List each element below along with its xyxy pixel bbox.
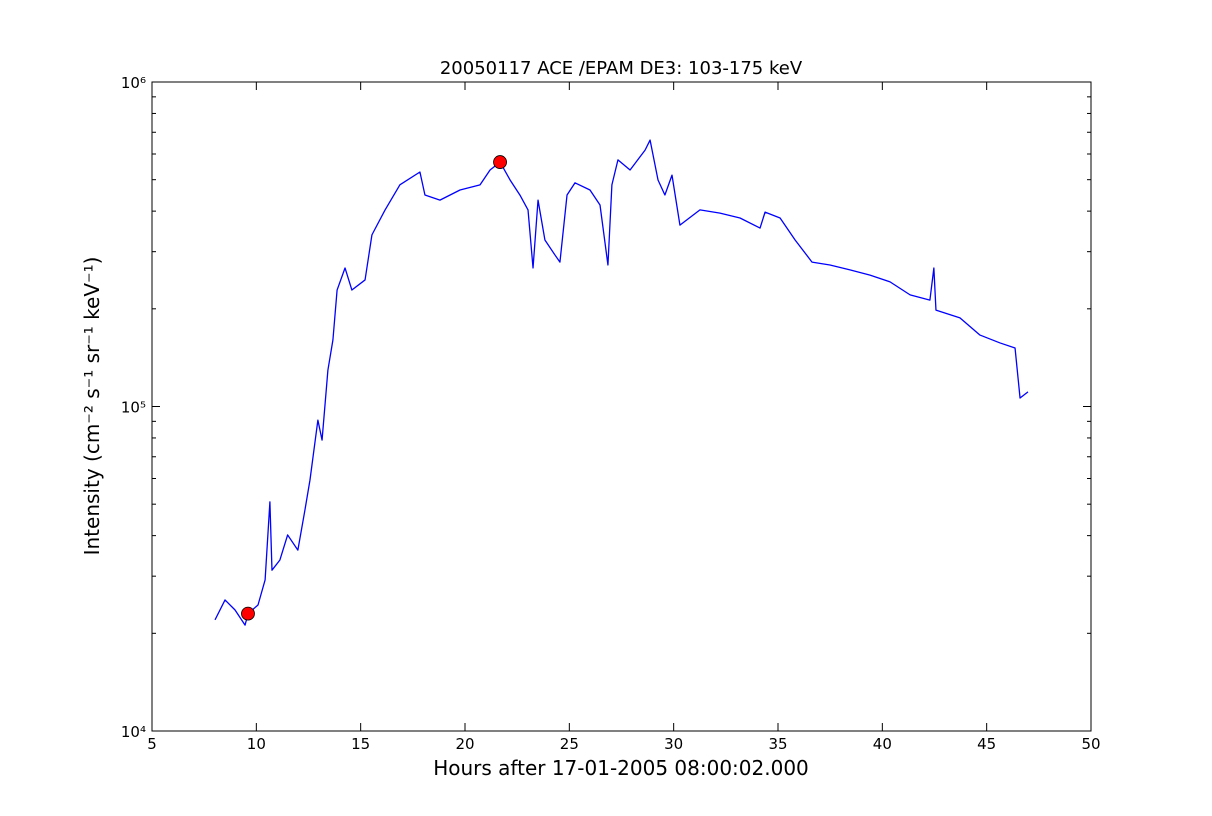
y-tick-label: 10⁶ [121,74,146,92]
x-tick-label: 30 [664,735,683,753]
y-axis-label: Intensity (cm⁻² s⁻¹ sr⁻¹ keV⁻¹) [80,257,104,556]
x-tick-label: 50 [1081,735,1100,753]
x-tick-label: 40 [873,735,892,753]
x-tick-label: 5 [147,735,157,753]
plot-frame [151,81,1092,732]
x-axis-label: Hours after 17-01-2005 08:00:02.000 [433,756,809,780]
data-line [214,139,1029,626]
x-tick-label: 15 [351,735,370,753]
x-tick-label: 45 [977,735,996,753]
x-tick-label: 10 [247,735,266,753]
y-tick-label: 10⁵ [121,399,146,417]
chart-title: 20050117 ACE /EPAM DE3: 103-175 keV [440,58,803,79]
x-tick-label: 35 [768,735,787,753]
marker [241,606,255,621]
x-tick-label: 25 [560,735,579,753]
marker [493,155,507,169]
x-tick-label: 20 [455,735,474,753]
y-tick-label: 10⁴ [121,723,146,741]
